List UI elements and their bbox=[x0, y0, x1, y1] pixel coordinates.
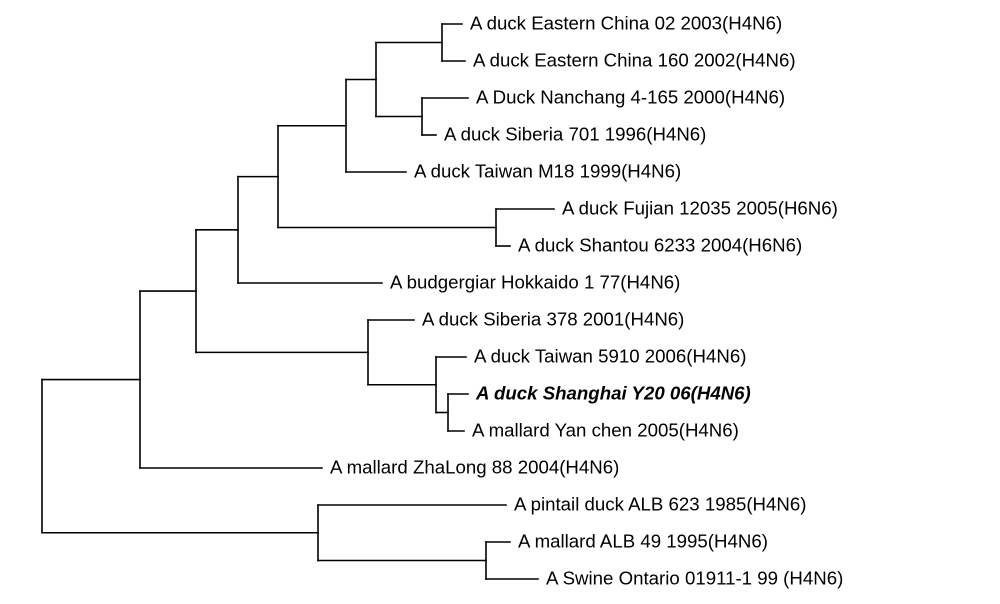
tree-leaf-label: A duck Shanghai Y20 06(H4N6) bbox=[476, 385, 751, 404]
tree-leaf-label: A duck Fujian 12035 2005(H6N6) bbox=[562, 200, 838, 219]
tree-leaf-label: A duck Eastern China 02 2003(H4N6) bbox=[470, 15, 782, 34]
tree-leaf-label: A pintail duck ALB 623 1985(H4N6) bbox=[514, 496, 806, 515]
tree-leaf-label: A mallard Yan chen 2005(H4N6) bbox=[472, 422, 739, 441]
tree-leaf-label: A duck Shantou 6233 2004(H6N6) bbox=[518, 237, 802, 256]
tree-leaf-label: A duck Siberia 701 1996(H4N6) bbox=[444, 126, 706, 145]
tree-leaf-label: A duck Taiwan 5910 2006(H4N6) bbox=[474, 348, 746, 367]
tree-leaf-label: A mallard ZhaLong 88 2004(H4N6) bbox=[330, 459, 619, 478]
tree-leaf-label: A Swine Ontario 01911-1 99 (H4N6) bbox=[546, 570, 843, 589]
tree-leaf-label: A duck Eastern China 160 2002(H4N6) bbox=[473, 52, 796, 71]
tree-leaf-label: A duck Taiwan M18 1999(H4N6) bbox=[414, 163, 681, 182]
phylogenetic-tree: A duck Eastern China 02 2003(H4N6) A duck… bbox=[0, 0, 1000, 604]
tree-leaf-label: A duck Siberia 378 2001(H4N6) bbox=[422, 311, 684, 330]
tree-leaf-label: A mallard ALB 49 1995(H4N6) bbox=[518, 533, 768, 552]
tree-leaf-label: A Duck Nanchang 4-165 2000(H4N6) bbox=[476, 89, 785, 108]
tree-leaf-label: A budgergiar Hokkaido 1 77(H4N6) bbox=[390, 274, 680, 293]
